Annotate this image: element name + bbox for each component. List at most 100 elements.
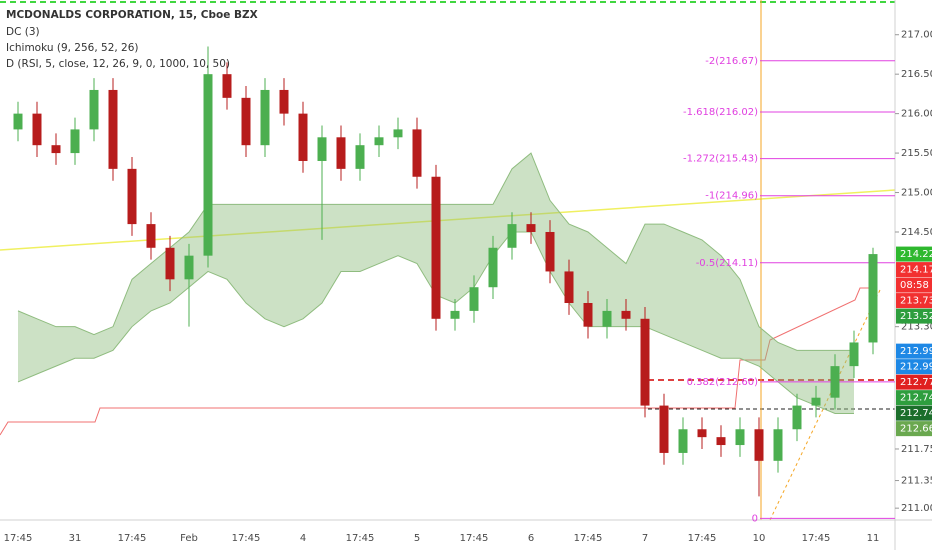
candle-body [450, 310, 460, 319]
y-tick-label: 216.000 [901, 109, 932, 120]
price-label: 212.77 [900, 377, 932, 388]
price-label-box [896, 246, 932, 262]
candle-body [165, 247, 175, 280]
fib-diagonal [769, 289, 881, 521]
x-tick-label: 6 [528, 533, 534, 544]
candle-body [735, 429, 745, 446]
candle-body [583, 303, 593, 327]
candle-body [678, 429, 688, 453]
candle-body [773, 429, 783, 461]
candle-body [792, 405, 802, 430]
donchian-line [0, 287, 872, 436]
price-label: 212.74 [900, 408, 932, 419]
candle-body [431, 176, 441, 319]
candle-body [602, 310, 612, 327]
x-tick-label: 4 [300, 533, 306, 544]
x-tick-label: 17:45 [4, 533, 33, 544]
candle-body [830, 366, 840, 398]
x-tick-label: 17:45 [232, 533, 261, 544]
candle-body [279, 89, 289, 114]
candle-body [260, 89, 270, 146]
x-tick-label: 7 [642, 533, 648, 544]
x-tick-label: 17:45 [802, 533, 831, 544]
candle-body [621, 310, 631, 319]
x-tick-label: 10 [753, 533, 766, 544]
x-tick-label: 17:45 [688, 533, 717, 544]
candle-body [70, 129, 80, 154]
candle-body [754, 429, 764, 461]
fib-label: -1(214.96) [705, 191, 758, 202]
candle-body [564, 271, 574, 304]
x-tick-label: 31 [69, 533, 82, 544]
candle-body [89, 89, 99, 130]
candle-body [412, 129, 422, 177]
candle-body [317, 137, 327, 161]
x-tick-label: 17:45 [118, 533, 147, 544]
fib-label: 0.382(212.60) [687, 377, 759, 388]
chart-title: MCDONALDS CORPORATION, 15, Cboe BZX [6, 9, 258, 21]
candle-body [355, 145, 365, 169]
y-tick-label: 214.500 [901, 227, 932, 238]
x-tick-label: 17:45 [460, 533, 489, 544]
x-tick-label: 17:45 [346, 533, 375, 544]
x-tick-label: 11 [867, 533, 880, 544]
price-label-box [896, 308, 932, 324]
candle-body [526, 224, 536, 232]
candle-body [393, 129, 403, 138]
x-tick-label: 17:45 [574, 533, 603, 544]
fib-label: -2(216.67) [705, 56, 758, 67]
candle-body [507, 224, 517, 248]
candle-body [849, 342, 859, 367]
candle-body [811, 397, 821, 406]
price-label: 212.99 [900, 346, 932, 357]
price-label-box [896, 343, 932, 359]
indicator-label: DC (3) [6, 26, 40, 38]
y-tick-label: 213.30 [901, 322, 932, 333]
y-tick-label: 215.000 [901, 188, 932, 199]
candle-body [336, 137, 346, 169]
candle-body [488, 247, 498, 288]
price-label: 08:58 [900, 280, 929, 291]
candle-body [868, 254, 878, 343]
price-label-box [896, 359, 932, 375]
candle-body [697, 429, 707, 438]
candle-body [716, 437, 726, 446]
price-label-box [896, 421, 932, 437]
price-label: 213.73 [900, 296, 932, 307]
price-label-box [896, 390, 932, 406]
fib-label: -1.272(215.43) [683, 154, 758, 165]
candle-body [298, 113, 308, 161]
indicator-label: D (RSI, 5, close, 12, 26, 9, 0, 1000, 10… [6, 58, 230, 70]
price-label: 213.52 [900, 311, 932, 322]
fib-label: -0.5(214.11) [696, 258, 758, 269]
price-label-box [896, 405, 932, 421]
candle-body [203, 74, 213, 256]
candle-body [241, 97, 251, 146]
fib-label: 0 [752, 513, 758, 524]
price-label: 212.74 [900, 393, 932, 404]
y-tick-label: 216.500 [901, 69, 932, 80]
price-label: 214.22 [900, 249, 932, 260]
y-tick-label: 211.000 [901, 503, 932, 514]
price-label-box [896, 277, 932, 293]
price-label-box [896, 262, 932, 278]
candle-body [640, 318, 650, 406]
fib-label: -1.618(216.02) [683, 107, 758, 118]
x-tick-label: Feb [180, 533, 198, 544]
candle-body [374, 137, 384, 146]
candle-body [222, 74, 232, 98]
y-tick-label: 211.35 [901, 476, 932, 487]
candle-body [469, 287, 479, 311]
price-label: 212.66 [900, 424, 932, 435]
price-label: 212.99 [900, 362, 932, 373]
price-label-box [896, 293, 932, 309]
candle-body [108, 89, 118, 169]
y-tick-label: 215.500 [901, 148, 932, 159]
candle-body [146, 224, 156, 248]
candle-body [32, 113, 42, 146]
candle-body [545, 231, 555, 272]
x-tick-label: 5 [414, 533, 420, 544]
candle-body [127, 168, 137, 225]
candle-body [51, 145, 61, 154]
